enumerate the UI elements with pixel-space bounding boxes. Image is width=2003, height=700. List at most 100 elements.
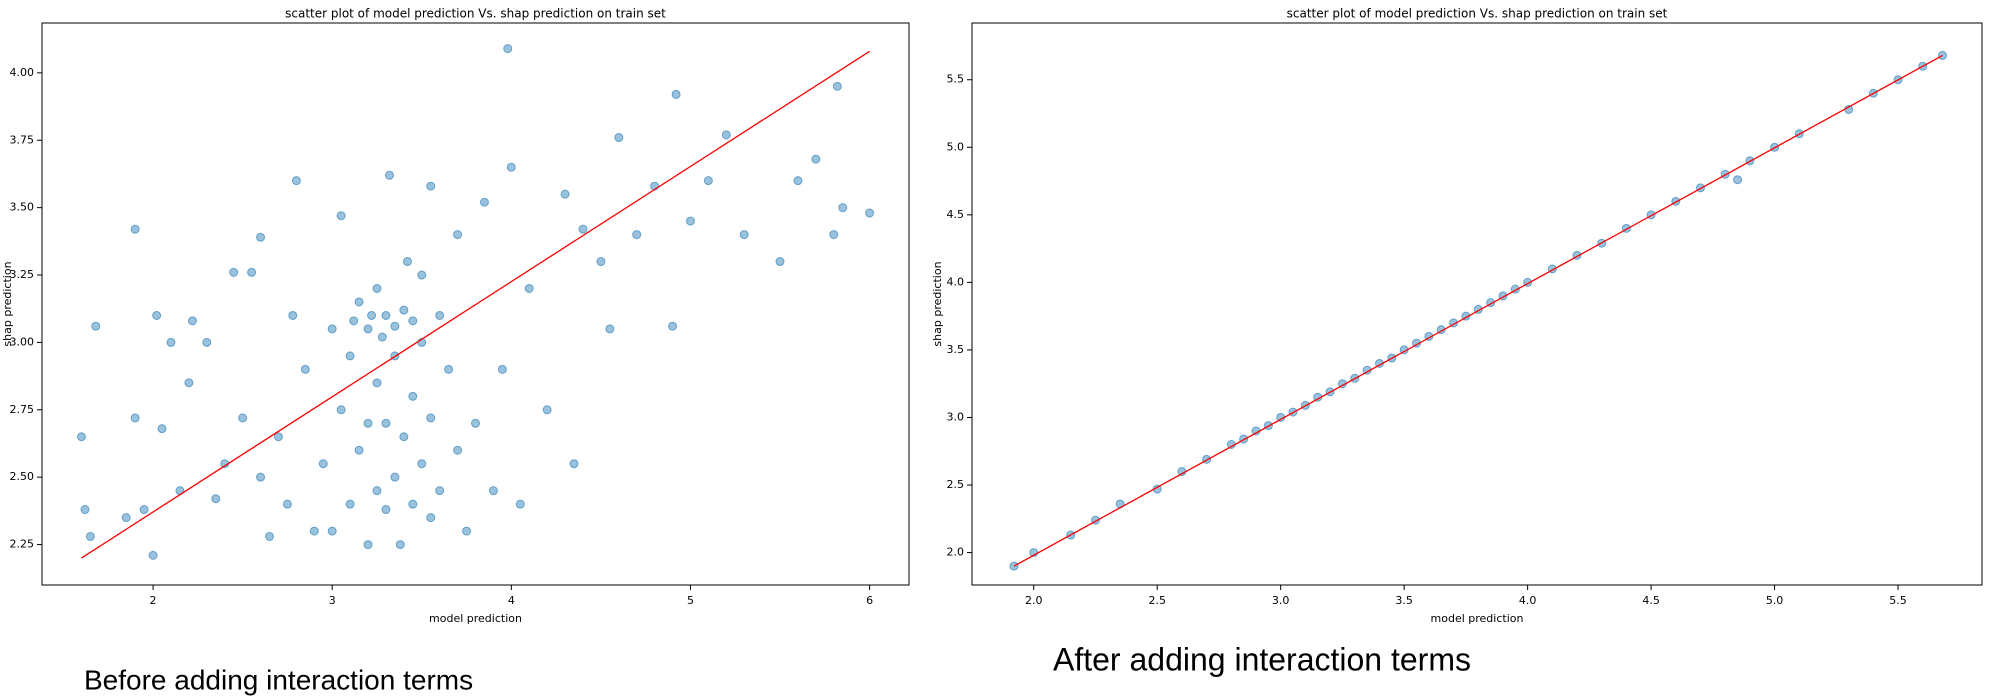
- caption: After adding interaction terms: [1053, 641, 1471, 677]
- point: [408, 499, 418, 509]
- point: [238, 413, 248, 423]
- point: [614, 133, 624, 143]
- point: [1733, 175, 1743, 185]
- point: [184, 378, 194, 388]
- y-tick-label: 2.50: [10, 470, 35, 483]
- point: [685, 216, 695, 226]
- point: [426, 181, 436, 191]
- point: [130, 224, 140, 234]
- y-tick-label: 3.5: [947, 343, 965, 356]
- y-tick-label: 2.0: [947, 546, 965, 559]
- point: [121, 513, 131, 523]
- fit-line: [1013, 54, 1943, 567]
- point: [453, 445, 463, 455]
- y-tick-label: 3.75: [10, 133, 35, 146]
- point: [524, 284, 534, 294]
- x-tick-label: 4.0: [1519, 594, 1537, 607]
- point: [721, 130, 731, 140]
- point: [426, 413, 436, 423]
- point: [363, 418, 373, 428]
- point: [363, 540, 373, 550]
- point: [605, 324, 615, 334]
- point: [273, 432, 283, 442]
- point: [256, 232, 266, 242]
- point: [462, 526, 472, 536]
- plot-frame: [971, 22, 1983, 586]
- point: [291, 176, 301, 186]
- point: [668, 321, 678, 331]
- point: [578, 224, 588, 234]
- point: [345, 351, 355, 361]
- point: [435, 310, 445, 320]
- point: [444, 364, 454, 374]
- point: [349, 316, 359, 326]
- chart-title: scatter plot of model prediction Vs. sha…: [1287, 7, 1668, 21]
- point: [632, 230, 642, 240]
- point: [229, 267, 239, 277]
- point: [417, 459, 427, 469]
- point: [152, 310, 162, 320]
- point: [327, 324, 337, 334]
- point: [739, 230, 749, 240]
- point: [367, 310, 377, 320]
- x-axis-label: model prediction: [429, 612, 522, 625]
- x-tick-label: 6: [866, 594, 873, 607]
- point: [381, 418, 391, 428]
- y-tick-label: 2.5: [947, 478, 965, 491]
- y-tick-label: 2.25: [10, 538, 35, 551]
- caption: Before adding interaction terms: [84, 664, 473, 695]
- y-tick-label: 3.25: [10, 268, 35, 281]
- point: [542, 405, 552, 415]
- x-tick-label: 2: [150, 594, 157, 607]
- point: [372, 378, 382, 388]
- point: [838, 203, 848, 213]
- point: [453, 230, 463, 240]
- point: [139, 505, 149, 515]
- point: [80, 505, 90, 515]
- x-tick-label: 4.5: [1642, 594, 1660, 607]
- point: [671, 89, 681, 99]
- point: [345, 499, 355, 509]
- point: [91, 321, 101, 331]
- x-tick-label: 2.5: [1148, 594, 1166, 607]
- point: [327, 526, 337, 536]
- point: [775, 257, 785, 267]
- chart-title: scatter plot of model prediction Vs. sha…: [285, 7, 666, 21]
- point: [471, 418, 480, 428]
- point: [515, 499, 525, 509]
- point: [479, 197, 489, 207]
- x-tick-label: 2.0: [1025, 594, 1043, 607]
- point: [288, 310, 298, 320]
- fit-line: [81, 50, 870, 559]
- point: [336, 211, 346, 221]
- point: [202, 337, 212, 347]
- point: [560, 189, 570, 199]
- point: [264, 531, 274, 541]
- point: [385, 170, 395, 180]
- plot-frame: [41, 22, 910, 586]
- point: [703, 176, 713, 186]
- point: [247, 267, 257, 277]
- point: [390, 321, 400, 331]
- y-tick-label: 4.0: [947, 275, 965, 288]
- point: [497, 364, 507, 374]
- point: [166, 337, 176, 347]
- x-tick-label: 4: [508, 594, 515, 607]
- point: [402, 257, 412, 267]
- point: [211, 494, 221, 504]
- point: [354, 297, 364, 307]
- point: [309, 526, 319, 536]
- point: [793, 176, 803, 186]
- point: [426, 513, 436, 523]
- x-tick-label: 3.5: [1395, 594, 1413, 607]
- y-tick-label: 2.75: [10, 403, 35, 416]
- point: [503, 44, 513, 54]
- point: [399, 305, 409, 315]
- point: [336, 405, 346, 415]
- point: [390, 472, 400, 482]
- y-tick-label: 3.0: [947, 410, 965, 423]
- point: [569, 459, 579, 469]
- point: [399, 432, 409, 442]
